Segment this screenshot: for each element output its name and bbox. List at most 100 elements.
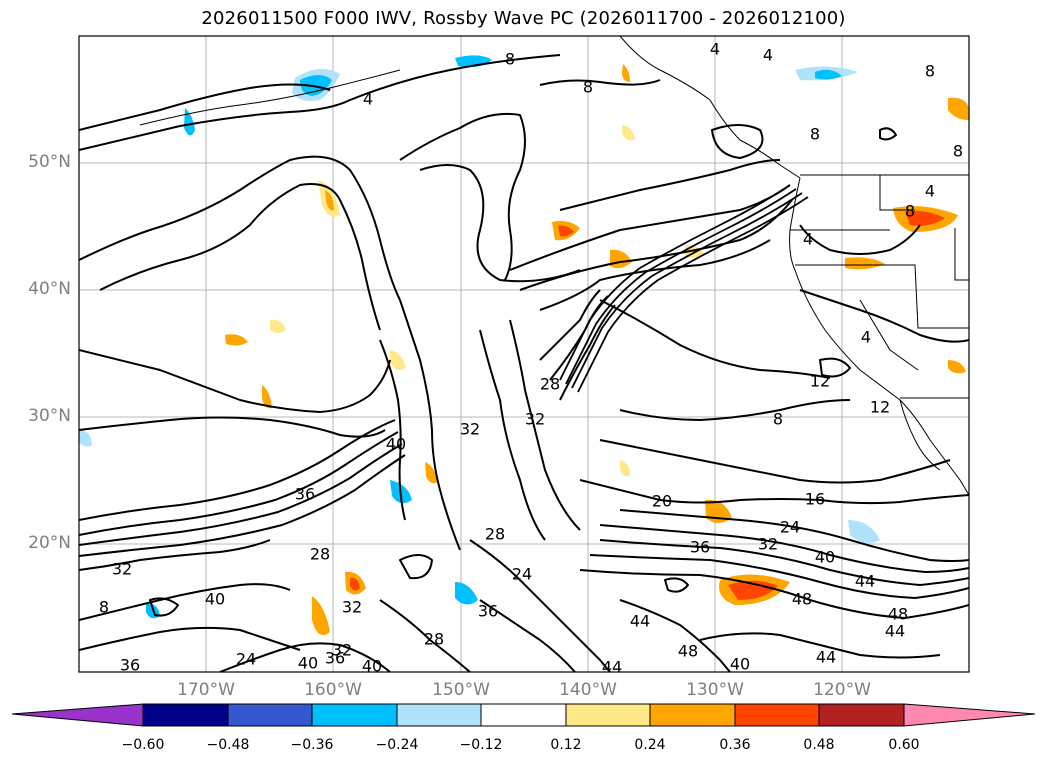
anomaly-blob bbox=[312, 596, 330, 636]
anomaly-blob bbox=[184, 108, 195, 136]
contour-label: 24 bbox=[780, 518, 800, 537]
contour-label: 44 bbox=[885, 622, 905, 641]
iwv-contour bbox=[479, 599, 576, 672]
map-title: 2026011500 F000 IWV, Rossby Wave PC (202… bbox=[201, 8, 846, 29]
colorbar-segment bbox=[480, 703, 567, 727]
iwv-contour bbox=[79, 539, 271, 571]
iwv-contour bbox=[619, 399, 851, 421]
contour-label: 40 bbox=[386, 435, 406, 454]
contour-label: 32 bbox=[460, 420, 480, 439]
anomaly-blob bbox=[845, 257, 885, 270]
iwv-contour bbox=[589, 554, 969, 599]
iwv-contour bbox=[79, 416, 386, 438]
colorbar-tick-label: −0.12 bbox=[459, 737, 503, 753]
lon-label-160w: 160°W bbox=[304, 680, 362, 700]
anomaly-blob bbox=[390, 350, 406, 370]
iwv-contour bbox=[619, 599, 731, 672]
colorbar-tick-label: −0.60 bbox=[121, 737, 165, 753]
colorbar-extend-right bbox=[903, 703, 1036, 727]
anomaly-blob bbox=[425, 462, 438, 484]
lat-label-30n: 30°N bbox=[28, 406, 71, 426]
lon-label-140w: 140°W bbox=[559, 680, 617, 700]
iwv-contour bbox=[619, 509, 969, 562]
iwv-contour bbox=[379, 339, 406, 521]
anomaly-blob bbox=[905, 210, 945, 226]
contour-label: 8 bbox=[925, 62, 935, 81]
contour-label: 4 bbox=[710, 40, 720, 59]
iwv-contour bbox=[819, 357, 851, 378]
contour-label: 36 bbox=[295, 485, 315, 504]
iwv-contour bbox=[99, 183, 381, 331]
colorbar bbox=[11, 703, 1036, 727]
contour-label: 40 bbox=[362, 657, 382, 676]
anomaly-blob bbox=[262, 385, 272, 409]
jet-contour bbox=[559, 184, 791, 381]
anomaly-fills bbox=[79, 55, 969, 636]
iwv-contour bbox=[379, 599, 471, 672]
colorbar-tick-label: 0.12 bbox=[550, 737, 582, 753]
iwv-contour bbox=[399, 112, 526, 281]
contour-label: 36 bbox=[690, 538, 710, 557]
colorbar-segment bbox=[142, 703, 229, 727]
iwv-contour bbox=[579, 479, 969, 505]
contour-label: 8 bbox=[810, 125, 820, 144]
contour-label: 20 bbox=[652, 492, 672, 511]
contour-label: 4 bbox=[861, 328, 871, 347]
lat-label-20n: 20°N bbox=[28, 533, 71, 553]
iwv-contour bbox=[599, 299, 831, 379]
iwv-contours bbox=[79, 54, 969, 672]
anomaly-blob bbox=[948, 360, 966, 374]
jet-contour bbox=[577, 196, 809, 393]
iwv-contour bbox=[599, 524, 969, 573]
iwv-contour bbox=[509, 319, 581, 531]
jet-contour bbox=[565, 188, 797, 385]
lat-label-40n: 40°N bbox=[28, 279, 71, 299]
lon-label-170w: 170°W bbox=[177, 680, 235, 700]
contour-label: 8 bbox=[583, 78, 593, 97]
iwv-contour bbox=[79, 349, 391, 413]
lon-label-120w: 120°W bbox=[813, 680, 871, 700]
contour-label: 40 bbox=[815, 548, 835, 567]
colorbar-segment bbox=[396, 703, 482, 727]
contour-label: 48 bbox=[888, 605, 908, 624]
colorbar-tick-label: −0.36 bbox=[290, 737, 334, 753]
iwv-contour bbox=[79, 454, 406, 557]
colorbar-segment bbox=[311, 703, 398, 727]
iwv-contour bbox=[469, 539, 611, 672]
colorbar-segment bbox=[818, 703, 905, 727]
iwv-contour bbox=[539, 79, 661, 86]
colorbar-segment bbox=[649, 703, 736, 727]
state-line bbox=[879, 175, 915, 211]
lat-label-50n: 50°N bbox=[28, 152, 71, 172]
contour-label: 36 bbox=[325, 649, 345, 668]
contour-label: 24 bbox=[236, 650, 256, 669]
contour-label: 32 bbox=[525, 410, 545, 429]
iwv-contour bbox=[559, 159, 781, 211]
contour-label: 12 bbox=[870, 398, 890, 417]
colorbar-tick-label: 0.60 bbox=[888, 737, 920, 753]
contour-label: 32 bbox=[342, 598, 362, 617]
map-frame bbox=[78, 35, 970, 673]
contour-label: 4 bbox=[803, 230, 813, 249]
iwv-contour bbox=[79, 419, 396, 521]
contour-label: 40 bbox=[730, 655, 750, 674]
iwv-contour bbox=[664, 577, 689, 593]
anomaly-blob bbox=[270, 319, 286, 333]
aleutian-chain bbox=[139, 69, 401, 126]
coastline bbox=[139, 36, 969, 496]
contour-label: 44 bbox=[602, 658, 622, 677]
state-line bbox=[954, 228, 969, 281]
iwv-contour bbox=[79, 155, 401, 301]
iwv-contour bbox=[579, 569, 969, 619]
iwv-contour bbox=[79, 443, 403, 546]
lon-label-130w: 130°W bbox=[686, 680, 744, 700]
contour-label: 32 bbox=[332, 641, 352, 660]
iwv-contour bbox=[419, 164, 581, 283]
contour-label: 8 bbox=[905, 202, 915, 221]
anomaly-blob bbox=[622, 125, 635, 141]
anomaly-blob bbox=[558, 225, 574, 237]
iwv-contour bbox=[699, 632, 941, 659]
contour-label: 24 bbox=[512, 565, 532, 584]
anomaly-blob bbox=[948, 97, 969, 120]
